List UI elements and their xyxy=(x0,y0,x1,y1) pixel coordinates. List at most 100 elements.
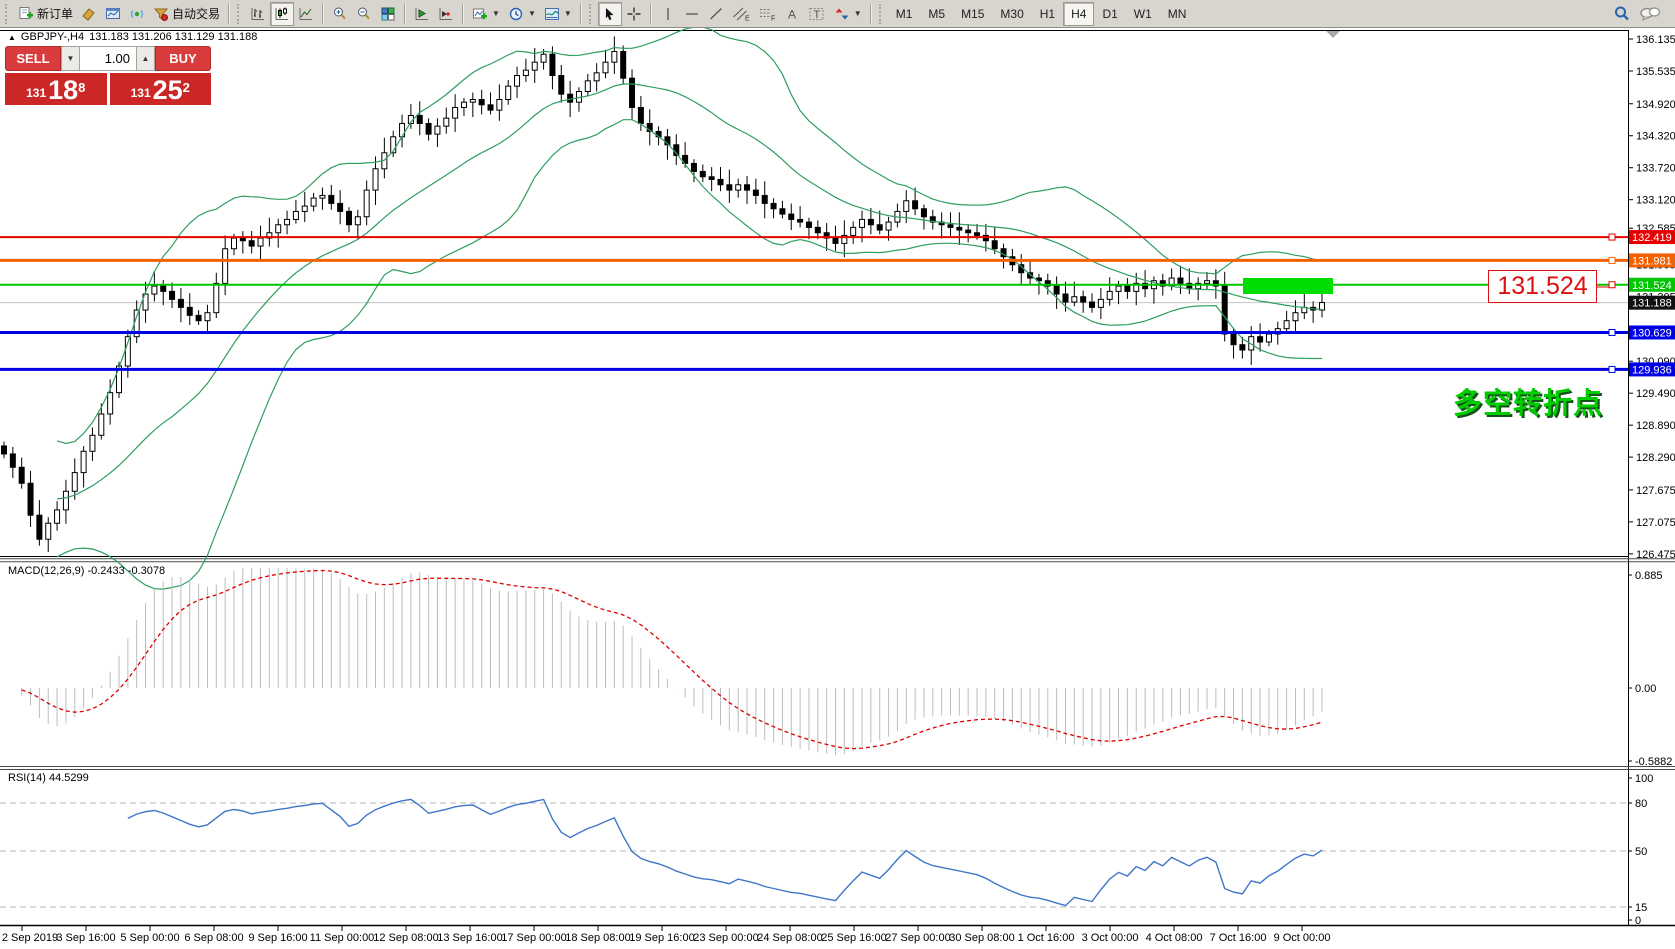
volume-increase-button[interactable]: ▲ xyxy=(136,46,155,71)
indicators-button[interactable]: ▼ xyxy=(468,2,504,26)
svg-text:131.981: 131.981 xyxy=(1632,255,1672,267)
symbol-name: GBPJPY-,H4 xyxy=(20,31,85,43)
one-click-trading-panel: SELL ▼ ▲ BUY 131 18 8 131 25 2 xyxy=(5,46,211,105)
chart-shift-button[interactable] xyxy=(434,2,458,26)
broadcast-button[interactable] xyxy=(125,2,149,26)
profiles-button[interactable] xyxy=(101,2,125,26)
tf-h4-button[interactable]: H4 xyxy=(1063,1,1095,26)
equidistant-channel-button[interactable]: E xyxy=(728,2,754,26)
volume-input[interactable] xyxy=(80,47,136,70)
highlight-rectangle-obj[interactable] xyxy=(1243,278,1333,294)
svg-text:12 Sep 08:00: 12 Sep 08:00 xyxy=(373,932,438,944)
fibonacci-button[interactable]: F xyxy=(754,2,780,26)
macd-histogram xyxy=(21,567,1323,756)
tf-d1-button[interactable]: D1 xyxy=(1102,6,1118,21)
cursor-button[interactable] xyxy=(597,1,622,26)
eraser-icon xyxy=(82,7,95,21)
arrows-button[interactable]: ▼ xyxy=(830,2,866,26)
auto-trading-button[interactable]: 自动交易 xyxy=(149,2,224,26)
svg-text:25 Sep 16:00: 25 Sep 16:00 xyxy=(821,932,886,944)
toolbar-grip[interactable] xyxy=(878,3,885,24)
svg-text:131.188: 131.188 xyxy=(1632,298,1672,310)
svg-text:100: 100 xyxy=(1635,773,1653,785)
svg-text:-0.5882: -0.5882 xyxy=(1635,756,1672,768)
svg-text:23 Sep 00:00: 23 Sep 00:00 xyxy=(693,932,758,944)
panel-separators[interactable] xyxy=(0,558,1675,927)
tf-h1-button[interactable]: H1 xyxy=(1039,6,1056,21)
price-annotation-box[interactable]: 131.524 xyxy=(1488,270,1597,303)
buy-price-panel[interactable]: 131 25 2 xyxy=(109,73,211,105)
zoom-out-button[interactable] xyxy=(352,2,376,26)
shift-marker[interactable] xyxy=(1326,31,1340,38)
chart-frame xyxy=(0,30,1629,925)
vertical-line-button[interactable] xyxy=(656,2,680,26)
bar-chart-button[interactable] xyxy=(246,2,270,26)
tf-mn-button[interactable]: MN xyxy=(1167,6,1187,21)
toolbar-separator xyxy=(579,3,582,24)
horizontal-line-button[interactable] xyxy=(680,2,704,26)
eraser-button[interactable] xyxy=(77,2,101,26)
templates-button[interactable]: ▼ xyxy=(540,2,576,26)
template-icon xyxy=(544,7,559,20)
sell-button[interactable]: SELL xyxy=(5,46,61,71)
dropdown-caret-icon: ▼ xyxy=(853,9,862,18)
line-chart-button[interactable] xyxy=(294,2,318,26)
hline-anchor[interactable] xyxy=(1608,281,1616,289)
svg-text:30 Sep 08:00: 30 Sep 08:00 xyxy=(949,932,1014,944)
candlestick-chart-button[interactable] xyxy=(270,1,295,26)
svg-text:3 Oct 00:00: 3 Oct 00:00 xyxy=(1082,932,1139,944)
turning-point-text[interactable]: 多空转折点 xyxy=(1452,388,1603,420)
auto-scroll-button[interactable] xyxy=(410,2,434,26)
tf-w1-button[interactable]: W1 xyxy=(1133,6,1152,21)
svg-text:15: 15 xyxy=(1635,902,1647,914)
sell-price-panel[interactable]: 131 18 8 xyxy=(5,73,107,105)
search-button[interactable] xyxy=(1609,2,1635,26)
svg-text:3 Sep 16:00: 3 Sep 16:00 xyxy=(56,932,115,944)
text-label-button[interactable]: T xyxy=(804,2,830,26)
chart-shift-marker[interactable] xyxy=(1326,31,1340,38)
volume-decrease-button[interactable]: ▼ xyxy=(61,46,80,71)
highlight-box[interactable] xyxy=(1243,278,1333,294)
horizontal-line-objects[interactable] xyxy=(0,233,1628,373)
trendline-icon xyxy=(709,7,722,19)
tf-m5-button[interactable]: M5 xyxy=(928,6,946,21)
svg-text:7 Oct 16:00: 7 Oct 16:00 xyxy=(1210,932,1267,944)
hline-anchor[interactable] xyxy=(1608,233,1616,241)
tf-m1-button[interactable]: M1 xyxy=(895,6,913,21)
toolbar-separator xyxy=(462,3,465,24)
broadcast-icon xyxy=(130,9,144,18)
buy-button[interactable]: BUY xyxy=(155,46,211,71)
channel-icon: E xyxy=(732,7,750,22)
indicator-axis-labels[interactable]: 0.885 0.00 -0.5882 100 80 50 150 xyxy=(1628,570,1672,927)
collapse-triangle-icon[interactable]: ▲ xyxy=(8,32,16,42)
zoom-in-button[interactable] xyxy=(328,2,352,26)
tf-m15-button[interactable]: M15 xyxy=(961,6,985,21)
tf-m30-button[interactable]: M30 xyxy=(1000,6,1024,21)
chart-shift-icon xyxy=(439,7,453,20)
svg-text:129.490: 129.490 xyxy=(1636,388,1675,400)
toolbar-grip[interactable] xyxy=(588,3,595,24)
text-button[interactable]: A xyxy=(780,2,804,26)
svg-text:128.290: 128.290 xyxy=(1636,452,1675,464)
new-order-label: 新订单 xyxy=(37,7,74,21)
toolbar-grip[interactable] xyxy=(237,3,243,24)
auto-scroll-icon xyxy=(415,7,429,20)
svg-text:133.120: 133.120 xyxy=(1636,195,1675,207)
hline-anchor[interactable] xyxy=(1608,256,1616,264)
hline-anchor[interactable] xyxy=(1608,328,1616,336)
volume-field-wrap xyxy=(80,46,136,71)
svg-text:50: 50 xyxy=(1635,846,1647,858)
toolbar-separator xyxy=(404,3,407,24)
hline-anchor[interactable] xyxy=(1608,365,1616,373)
tile-windows-button[interactable] xyxy=(376,2,400,26)
horizontal-line-icon xyxy=(685,12,698,15)
crosshair-button[interactable] xyxy=(622,2,646,26)
trendline-button[interactable] xyxy=(704,2,728,26)
periods-button[interactable]: ▼ xyxy=(504,2,540,26)
svg-text:0: 0 xyxy=(1635,915,1641,927)
chat-button[interactable] xyxy=(1635,2,1665,26)
toolbar-grip[interactable] xyxy=(5,3,11,24)
new-order-button[interactable]: 新订单 xyxy=(14,2,77,26)
